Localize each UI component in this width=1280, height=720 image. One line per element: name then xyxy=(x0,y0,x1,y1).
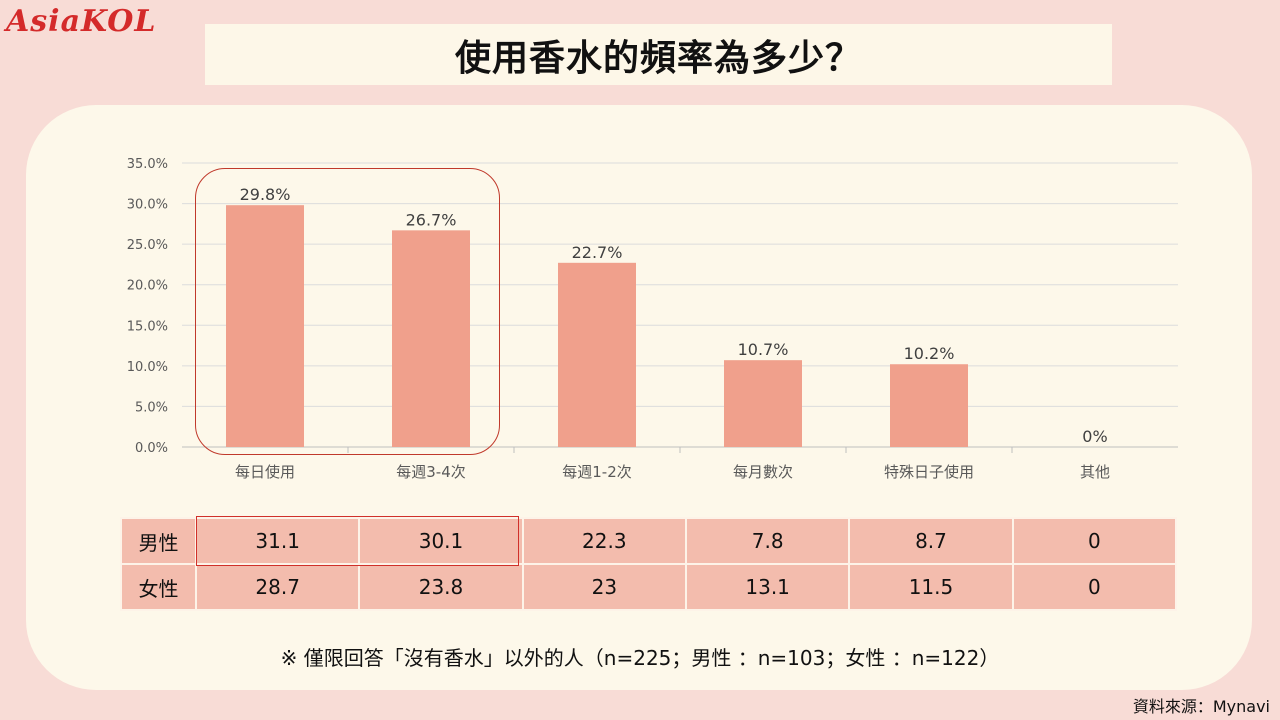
table-cell: 13.1 xyxy=(684,563,851,611)
data-label: 10.7% xyxy=(738,340,789,359)
table-cell: 31.1 xyxy=(194,517,361,565)
highlight-frame-table xyxy=(196,516,519,566)
table-cell: 0 xyxy=(1011,517,1178,565)
source-credit: 資料來源：Mynavi xyxy=(1132,697,1270,716)
table-cell: 28.7 xyxy=(194,563,361,611)
data-label: 26.7% xyxy=(406,210,457,229)
footnote: ※ 僅限回答「沒有香水」以外的人（n=225；男性 ：n=103；女性 ：n=1… xyxy=(280,646,1000,670)
x-tick-label: 特殊日子使用 xyxy=(884,463,974,481)
bar xyxy=(724,360,802,447)
y-tick-label: 0.0% xyxy=(135,441,168,456)
table-cell: 23.8 xyxy=(358,563,524,611)
data-label: 10.2% xyxy=(904,344,955,363)
row-label-female: 女性 xyxy=(120,563,197,611)
gender-table: 男性 31.1 30.1 22.3 7.8 8.7 0 女性 28.7 23.8… xyxy=(120,517,1178,611)
table-cell: 30.1 xyxy=(358,517,524,565)
table-cell: 11.5 xyxy=(848,563,1014,611)
data-label: 29.8% xyxy=(240,185,291,204)
table-cell: 23 xyxy=(521,563,687,611)
y-tick-label: 20.0% xyxy=(127,279,168,294)
row-label-male: 男性 xyxy=(120,517,197,565)
y-tick-label: 30.0% xyxy=(127,198,168,213)
table-cell: 22.3 xyxy=(521,517,687,565)
bar xyxy=(226,205,304,447)
table-row-male: 男性 31.1 30.1 22.3 7.8 8.7 0 xyxy=(120,517,1178,565)
table-row-female: 女性 28.7 23.8 23 13.1 11.5 0 xyxy=(120,563,1178,611)
table-cell: 8.7 xyxy=(848,517,1014,565)
x-tick-label: 每日使用 xyxy=(235,463,295,481)
bar xyxy=(890,364,968,447)
y-tick-label: 15.0% xyxy=(127,319,168,334)
logo: AsiaKOL xyxy=(6,4,157,39)
x-tick-label: 每月數次 xyxy=(733,463,793,481)
page-title: 使用香水的頻率為多少？ xyxy=(454,37,862,79)
data-label: 22.7% xyxy=(572,243,623,262)
title-banner: 使用香水的頻率為多少？ xyxy=(205,24,1112,85)
data-label: 0% xyxy=(1082,427,1107,446)
y-tick-label: 10.0% xyxy=(127,360,168,375)
table-cell: 7.8 xyxy=(684,517,851,565)
bar xyxy=(558,262,636,447)
y-tick-label: 5.0% xyxy=(135,400,168,415)
bar xyxy=(392,230,470,447)
x-tick-label: 每週1-2次 xyxy=(562,463,632,481)
x-tick-label: 每週3-4次 xyxy=(396,463,466,481)
y-tick-label: 35.0% xyxy=(127,157,168,172)
y-tick-label: 25.0% xyxy=(127,238,168,253)
highlight-frame-chart xyxy=(195,168,500,455)
table-cell: 0 xyxy=(1011,563,1178,611)
x-tick-label: 其他 xyxy=(1080,463,1110,481)
